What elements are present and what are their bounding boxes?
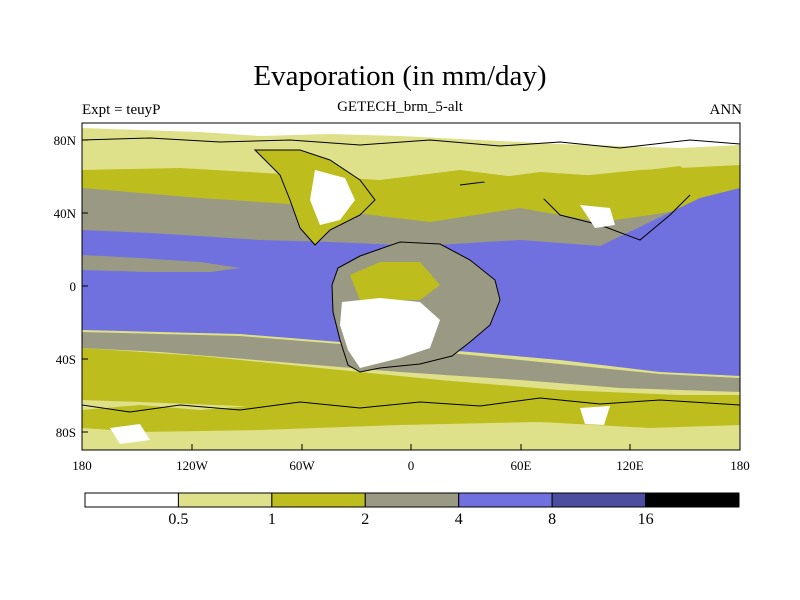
x-tick-label: 120W — [176, 458, 209, 473]
x-axis: 180 120W 60W 0 60E 120E 180 — [72, 444, 750, 473]
colorbar-swatch — [551, 492, 647, 508]
north-continent-white — [310, 170, 355, 225]
colorbar-label: 0.5 — [168, 511, 189, 528]
south-olive-patch — [82, 395, 740, 432]
colorbar-label: 8 — [548, 511, 557, 528]
x-tick-label: 60E — [511, 458, 532, 473]
x-tick-label: 60W — [289, 458, 315, 473]
chart-title: Evaporation (in mm/day) — [253, 60, 547, 92]
colorbar-label: 16 — [637, 511, 654, 528]
continent-olive-interior — [350, 262, 440, 300]
x-tick-label: 180 — [730, 458, 750, 473]
grey-tongue-west — [82, 255, 240, 272]
colorbar-swatch — [177, 492, 273, 508]
south-coast — [82, 397, 740, 413]
x-tick-label: 0 — [408, 458, 415, 473]
continent-white-desert — [340, 298, 440, 368]
colorbar-swatch — [84, 492, 179, 508]
y-tick-label: 40S — [56, 352, 76, 367]
colorbar-swatch — [458, 492, 553, 508]
y-tick-label: 0 — [70, 279, 77, 294]
north-olive-patch — [480, 166, 700, 200]
colorbar-swatch — [364, 492, 460, 508]
x-tick-label: 120E — [616, 458, 644, 473]
y-tick-label: 80S — [56, 425, 76, 440]
colorbar-label: 4 — [454, 511, 463, 528]
south-white-patch-2 — [580, 406, 610, 425]
north-coast — [82, 137, 740, 149]
y-tick-label: 80N — [54, 133, 77, 148]
chart-subtitle: GETECH_brm_5-alt — [337, 99, 463, 115]
north-white-patch — [580, 205, 615, 228]
colorbar-label: 2 — [361, 511, 370, 528]
colorbar-swatch — [645, 492, 740, 508]
south-white-patch — [110, 424, 150, 444]
y-tick-label: 40N — [54, 206, 77, 221]
north-polar-white — [82, 123, 740, 148]
y-axis: 80N 40N 0 40S 80S — [54, 133, 88, 440]
season-label: ANN — [709, 102, 743, 118]
colorbar — [84, 492, 740, 508]
x-tick-label: 180 — [72, 458, 92, 473]
colorbar-swatch — [271, 492, 366, 508]
map-field — [82, 123, 740, 450]
colorbar-label: 1 — [267, 511, 276, 528]
experiment-label: Expt = teuyP — [82, 102, 161, 118]
